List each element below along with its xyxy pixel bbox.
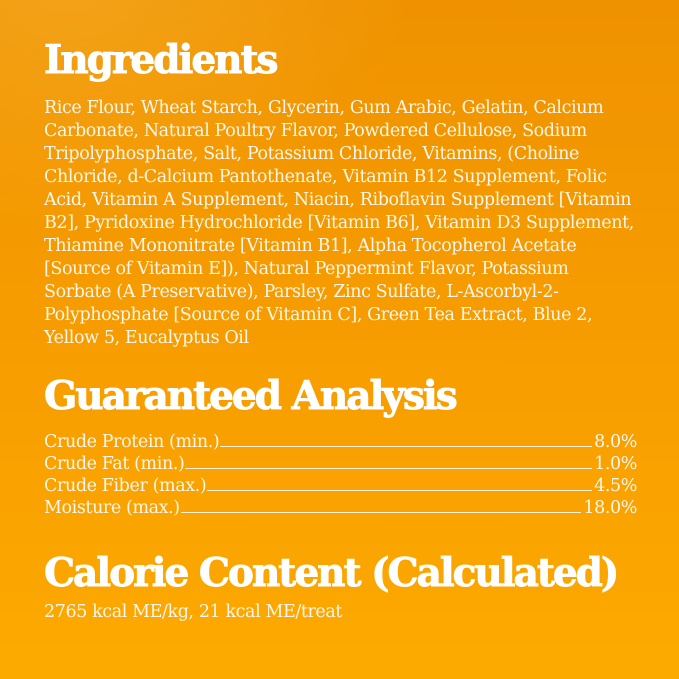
calorie-content-text: 2765 kcal ME/kg, 21 kcal ME/treat [44,601,343,622]
table-row: Crude Protein (min.) 8.0% [44,431,637,453]
leader-line [220,445,593,447]
analysis-row-value: 18.0% [583,497,637,518]
analysis-row-label: Crude Protein (min.) [44,431,220,452]
guaranteed-analysis-table: Crude Protein (min.) 8.0% Crude Fat (min… [44,431,637,519]
ingredients-text: Rice Flour, Wheat Starch, Glycerin, Gum … [44,97,634,348]
analysis-row-label: Crude Fiber (max.) [44,475,207,496]
leader-line [185,467,593,469]
analysis-row-label: Moisture (max.) [44,497,180,518]
analysis-row-value: 1.0% [594,453,637,474]
calorie-content-title: Calorie Content (Calculated) [44,549,620,596]
analysis-row-label: Crude Fat (min.) [44,453,185,474]
table-row: Crude Fiber (max.) 4.5% [44,475,637,497]
leader-line [207,489,593,491]
analysis-row-value: 8.0% [594,431,637,452]
analysis-row-value: 4.5% [594,475,637,496]
guaranteed-analysis-title: Guaranteed Analysis [44,372,459,419]
ingredients-title: Ingredients [44,37,279,83]
leader-line [180,511,582,513]
table-row: Crude Fat (min.) 1.0% [44,453,637,475]
table-row: Moisture (max.) 18.0% [44,497,637,519]
